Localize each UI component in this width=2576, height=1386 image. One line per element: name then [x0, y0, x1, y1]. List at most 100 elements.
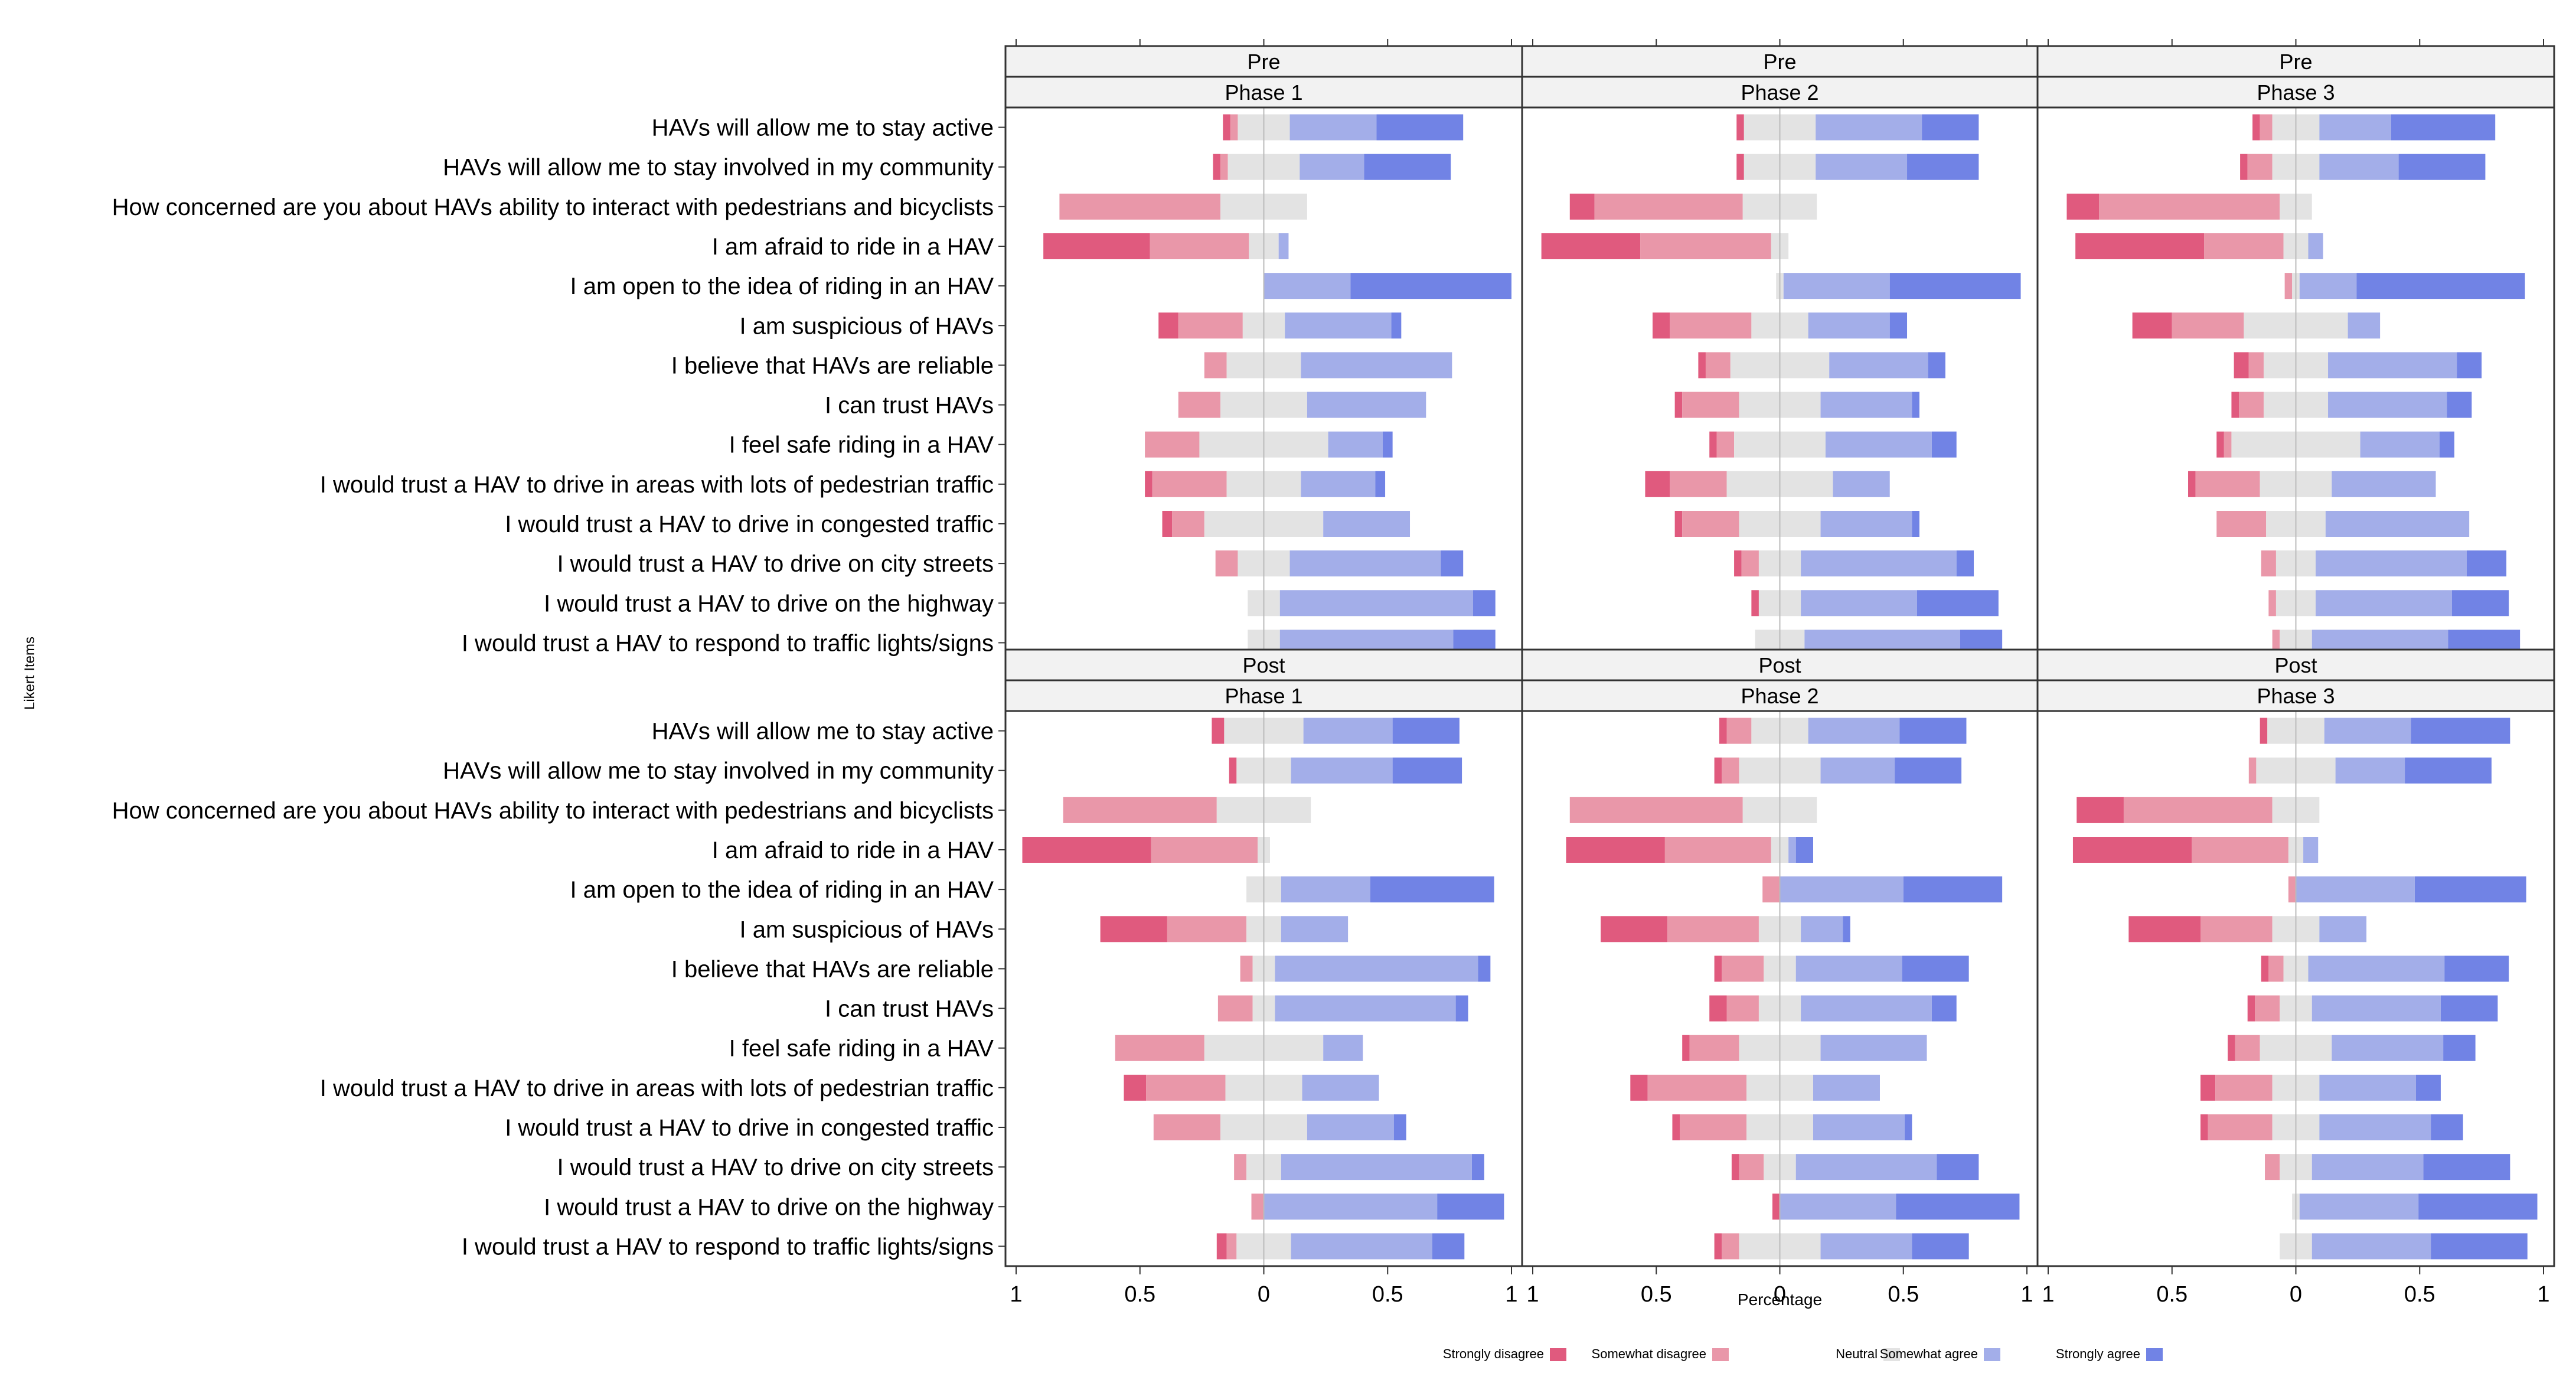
bar-somewhat-disagree: [1722, 757, 1739, 784]
bar-somewhat-disagree: [1739, 1154, 1764, 1180]
bar-somewhat-disagree: [1705, 352, 1731, 379]
bar-somewhat-agree: [2325, 511, 2470, 537]
bar-strongly-agree: [1937, 1154, 1979, 1180]
bar-somewhat-disagree: [1204, 352, 1227, 379]
bar-somewhat-agree: [1820, 392, 1912, 418]
bar-strongly-disagree: [2072, 837, 2192, 863]
bar-somewhat-agree: [2324, 718, 2411, 744]
bar-somewhat-disagree: [1240, 955, 1253, 982]
bar-somewhat-disagree: [2172, 312, 2244, 339]
bar-strongly-agree: [1350, 273, 1511, 299]
bar-strongly-agree: [2439, 431, 2454, 458]
bar-strongly-disagree: [1229, 757, 1237, 784]
bar-strongly-disagree: [1158, 312, 1178, 339]
bar-somewhat-agree: [1816, 154, 1908, 180]
bar-somewhat-agree: [1820, 511, 1912, 537]
bar-somewhat-disagree: [2235, 1035, 2260, 1061]
item-label: I can trust HAVs: [825, 393, 994, 419]
bar-strongly-agree: [1382, 431, 1393, 458]
bar-strongly-disagree: [2077, 797, 2124, 823]
bar-somewhat-disagree: [2255, 995, 2280, 1022]
item-label: I am open to the idea of riding in an HA…: [570, 877, 994, 903]
bar-somewhat-disagree: [1220, 154, 1228, 180]
item-label: HAVs will allow me to stay active: [652, 115, 994, 141]
bar-strongly-agree: [1471, 1154, 1484, 1180]
bar-strongly-disagree: [2260, 718, 2268, 744]
bar-somewhat-agree: [2319, 154, 2399, 180]
bar-somewhat-agree: [1301, 352, 1452, 379]
bar-strongly-disagree: [1736, 154, 1744, 180]
bar-somewhat-agree: [1820, 1035, 1927, 1061]
bar-somewhat-disagree: [1226, 1233, 1237, 1260]
bar-somewhat-disagree: [1722, 1233, 1739, 1260]
x-tick-label: 0.5: [2404, 1282, 2435, 1307]
item-label: How concerned are you about HAVs ability…: [112, 798, 994, 824]
bar-strongly-disagree: [1714, 757, 1722, 784]
bar-strongly-disagree: [1714, 1233, 1722, 1260]
bar-somewhat-agree: [1302, 1074, 1379, 1101]
bar-somewhat-disagree: [1726, 718, 1752, 744]
item-label: I would trust a HAV to drive in congeste…: [505, 1115, 994, 1141]
bar-somewhat-disagree: [2260, 114, 2273, 141]
bar-somewhat-agree: [1300, 154, 1364, 180]
bar-strongly-disagree: [1124, 1074, 1147, 1101]
x-tick-label: 1: [2042, 1282, 2054, 1307]
bar-strongly-agree: [1455, 995, 1468, 1022]
bar-somewhat-agree: [1808, 718, 1900, 744]
item-label: I would trust a HAV to drive in areas wi…: [320, 1075, 994, 1101]
bar-somewhat-disagree: [1716, 431, 1735, 458]
item-label: I can trust HAVs: [825, 996, 994, 1022]
x-tick-label: 0.5: [2156, 1282, 2188, 1307]
bar-somewhat-disagree: [2284, 273, 2293, 299]
bar-somewhat-disagree: [1178, 312, 1243, 339]
bar-somewhat-agree: [1291, 757, 1393, 784]
bar-strongly-disagree: [2252, 114, 2260, 141]
bar-strongly-disagree: [1719, 718, 1727, 744]
bar-strongly-agree: [1956, 550, 1974, 577]
bar-somewhat-disagree: [2268, 955, 2284, 982]
bar-somewhat-disagree: [1689, 1035, 1739, 1061]
bar-somewhat-disagree: [1151, 837, 1258, 863]
bar-strongly-disagree: [2200, 1114, 2208, 1140]
bar-strongly-agree: [1392, 757, 1462, 784]
bar-somewhat-agree: [1285, 312, 1392, 339]
bar-strongly-disagree: [1714, 955, 1722, 982]
bar-somewhat-disagree: [1215, 550, 1238, 577]
bar-somewhat-agree: [2308, 955, 2445, 982]
bar-strongly-agree: [2418, 1193, 2538, 1220]
item-label: I am afraid to ride in a HAV: [712, 234, 994, 260]
legend-swatch-somewhat-agree: [1984, 1348, 2000, 1361]
legend-label: Strongly disagree: [1443, 1346, 1544, 1361]
bar-somewhat-agree: [2316, 590, 2452, 617]
bar-somewhat-disagree: [1115, 1035, 1204, 1061]
bar-somewhat-disagree: [2247, 154, 2273, 180]
strip-phase-label: Phase 3: [2257, 80, 2335, 105]
bar-strongly-disagree: [2132, 312, 2172, 339]
x-tick-label: 1: [1526, 1282, 1539, 1307]
strip-phase-0: [1004, 76, 1523, 109]
bar-somewhat-agree: [2328, 352, 2457, 379]
bar-somewhat-agree: [2332, 1035, 2444, 1061]
bar-somewhat-disagree: [1063, 797, 1217, 823]
bar-strongly-agree: [2356, 273, 2525, 299]
bar-strongly-agree: [1912, 1233, 1969, 1260]
bar-somewhat-disagree: [1726, 995, 1759, 1022]
strip-phase-label: Phase 3: [2257, 684, 2335, 708]
bar-somewhat-agree: [1263, 273, 1351, 299]
bar-strongly-disagree: [1736, 114, 1744, 141]
bar-somewhat-agree: [2319, 1114, 2431, 1140]
item-label: HAVs will allow me to stay active: [652, 719, 994, 745]
strip-phase-label: Phase 2: [1741, 80, 1818, 105]
x-tick-label: 0: [1774, 1282, 1786, 1307]
bar-somewhat-agree: [1323, 1035, 1363, 1061]
bar-somewhat-disagree: [2224, 431, 2232, 458]
bar-somewhat-agree: [2319, 916, 2367, 943]
strip-period-4: [1521, 648, 2039, 681]
bar-somewhat-disagree: [2123, 797, 2273, 823]
bar-strongly-disagree: [2247, 995, 2255, 1022]
bar-strongly-agree: [1437, 1193, 1504, 1220]
bar-somewhat-disagree: [2239, 392, 2264, 418]
bar-somewhat-agree: [1795, 1154, 1937, 1180]
bar-strongly-disagree: [1772, 1193, 1780, 1220]
